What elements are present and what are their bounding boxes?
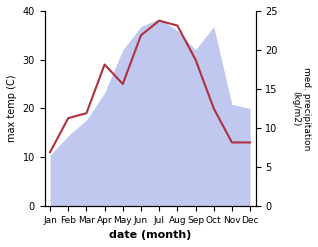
X-axis label: date (month): date (month) (109, 230, 191, 240)
Y-axis label: med. precipitation
(kg/m2): med. precipitation (kg/m2) (292, 67, 311, 150)
Y-axis label: max temp (C): max temp (C) (7, 75, 17, 142)
